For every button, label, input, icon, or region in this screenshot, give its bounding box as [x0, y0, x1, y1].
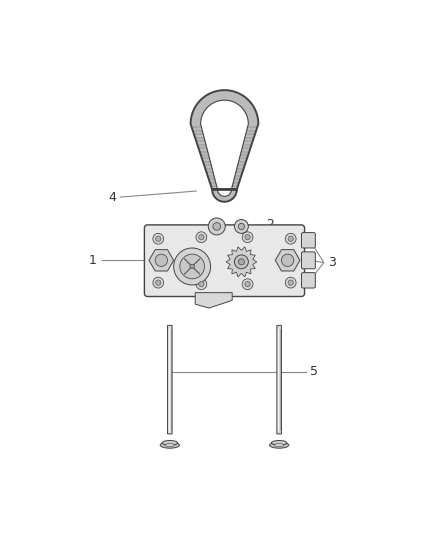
Polygon shape: [191, 90, 258, 202]
FancyBboxPatch shape: [301, 232, 315, 248]
FancyBboxPatch shape: [145, 225, 304, 296]
Ellipse shape: [165, 443, 174, 447]
Circle shape: [155, 254, 167, 266]
Polygon shape: [149, 249, 173, 271]
Circle shape: [208, 218, 225, 235]
Polygon shape: [195, 293, 232, 308]
Text: 5: 5: [310, 366, 318, 378]
Ellipse shape: [269, 442, 289, 448]
Circle shape: [199, 235, 204, 240]
Circle shape: [190, 264, 194, 269]
Circle shape: [153, 277, 164, 288]
Text: 2: 2: [266, 217, 274, 231]
Circle shape: [180, 254, 205, 279]
Circle shape: [196, 232, 207, 243]
Circle shape: [153, 233, 164, 244]
Circle shape: [155, 236, 161, 241]
FancyBboxPatch shape: [167, 325, 172, 434]
Circle shape: [155, 280, 161, 285]
Polygon shape: [226, 247, 257, 277]
Circle shape: [196, 279, 207, 289]
Circle shape: [285, 233, 296, 244]
Circle shape: [285, 277, 296, 288]
Text: 1: 1: [89, 254, 97, 267]
Circle shape: [234, 255, 248, 269]
Circle shape: [245, 281, 250, 287]
Text: 3: 3: [328, 256, 336, 269]
Polygon shape: [276, 249, 300, 271]
Ellipse shape: [162, 440, 177, 445]
Circle shape: [245, 235, 250, 240]
Circle shape: [242, 279, 253, 289]
Polygon shape: [201, 100, 248, 196]
FancyBboxPatch shape: [301, 273, 315, 288]
Circle shape: [238, 259, 244, 265]
Circle shape: [234, 220, 248, 233]
Circle shape: [213, 223, 221, 230]
Circle shape: [238, 223, 244, 230]
Circle shape: [242, 232, 253, 243]
FancyBboxPatch shape: [277, 325, 282, 434]
Circle shape: [173, 248, 211, 285]
Circle shape: [282, 254, 294, 266]
Ellipse shape: [272, 440, 287, 445]
Text: 4: 4: [108, 191, 116, 204]
Ellipse shape: [160, 442, 180, 448]
FancyBboxPatch shape: [301, 252, 315, 269]
Circle shape: [288, 280, 293, 285]
Ellipse shape: [275, 443, 284, 447]
Circle shape: [199, 281, 204, 287]
Circle shape: [288, 236, 293, 241]
